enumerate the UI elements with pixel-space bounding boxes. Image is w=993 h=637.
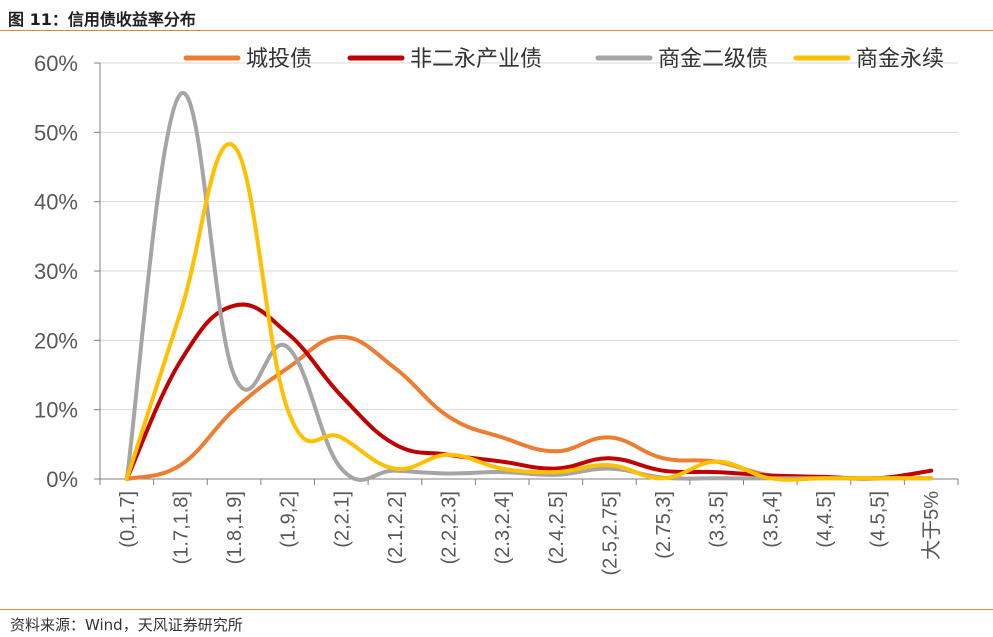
- y-tick-label: 50%: [34, 120, 78, 145]
- top-rule: [0, 30, 993, 31]
- series-line: [124, 334, 934, 481]
- y-tick-label: 20%: [34, 328, 78, 353]
- series-line: [124, 91, 934, 482]
- legend-label: 城投债: [246, 47, 312, 72]
- x-tick-label: (2,2.1]: [331, 491, 353, 548]
- x-tick-label: (2.75,3]: [653, 491, 675, 559]
- bottom-rule: [0, 609, 993, 610]
- y-tick-label: 40%: [34, 190, 78, 215]
- gridlines: [100, 62, 958, 411]
- series-line: [124, 142, 934, 482]
- y-tick-label: 60%: [34, 51, 78, 76]
- x-tick-label: (2.1,2.2]: [385, 491, 407, 564]
- x-tick-label: (3.5,4]: [760, 491, 782, 548]
- x-tick-label: (0,1.7]: [117, 491, 139, 548]
- x-tick-label: (3,3.5]: [707, 491, 729, 548]
- series-line: [124, 302, 934, 481]
- x-tick-label: (4.5,5]: [868, 491, 890, 548]
- legend: 城投债 非二永产业债 商金二级债 商金永续: [183, 47, 944, 72]
- figure-title: 图 11：信用债收益率分布: [8, 10, 196, 29]
- x-tick-label: (2.4,2.5]: [546, 491, 568, 564]
- y-tick-label: 0%: [46, 467, 78, 492]
- x-tick-labels: (0,1.7] (1.7,1.8] (1.8,1.9] (1.9,2] (2,2.1] (…: [117, 491, 943, 576]
- x-tick-label: 大于5%: [920, 491, 943, 560]
- x-tick-label: (4,4.5]: [814, 491, 836, 548]
- x-tick-label: (1.9,2]: [278, 491, 300, 548]
- series-lines: [124, 91, 934, 482]
- x-tick-label: (1.7,1.8]: [170, 491, 192, 564]
- x-tick-label: (2.5,2.75]: [599, 491, 621, 576]
- y-tick-label: 10%: [34, 398, 78, 423]
- x-tick-label: (2.2,2.3]: [439, 491, 461, 564]
- legend-label: 非二永产业债: [410, 47, 542, 72]
- legend-label: 商金永续: [856, 47, 944, 72]
- x-tick-label: (1.8,1.9]: [224, 491, 246, 564]
- x-tick-label: (2.3,2.4]: [492, 491, 514, 564]
- source-note: 资料来源：Wind，天风证券研究所: [10, 616, 243, 634]
- legend-label: 商金二级债: [658, 47, 768, 72]
- y-tick-labels: 0% 10% 20% 30% 40% 50% 60%: [34, 51, 78, 492]
- y-tick-label: 30%: [34, 259, 78, 284]
